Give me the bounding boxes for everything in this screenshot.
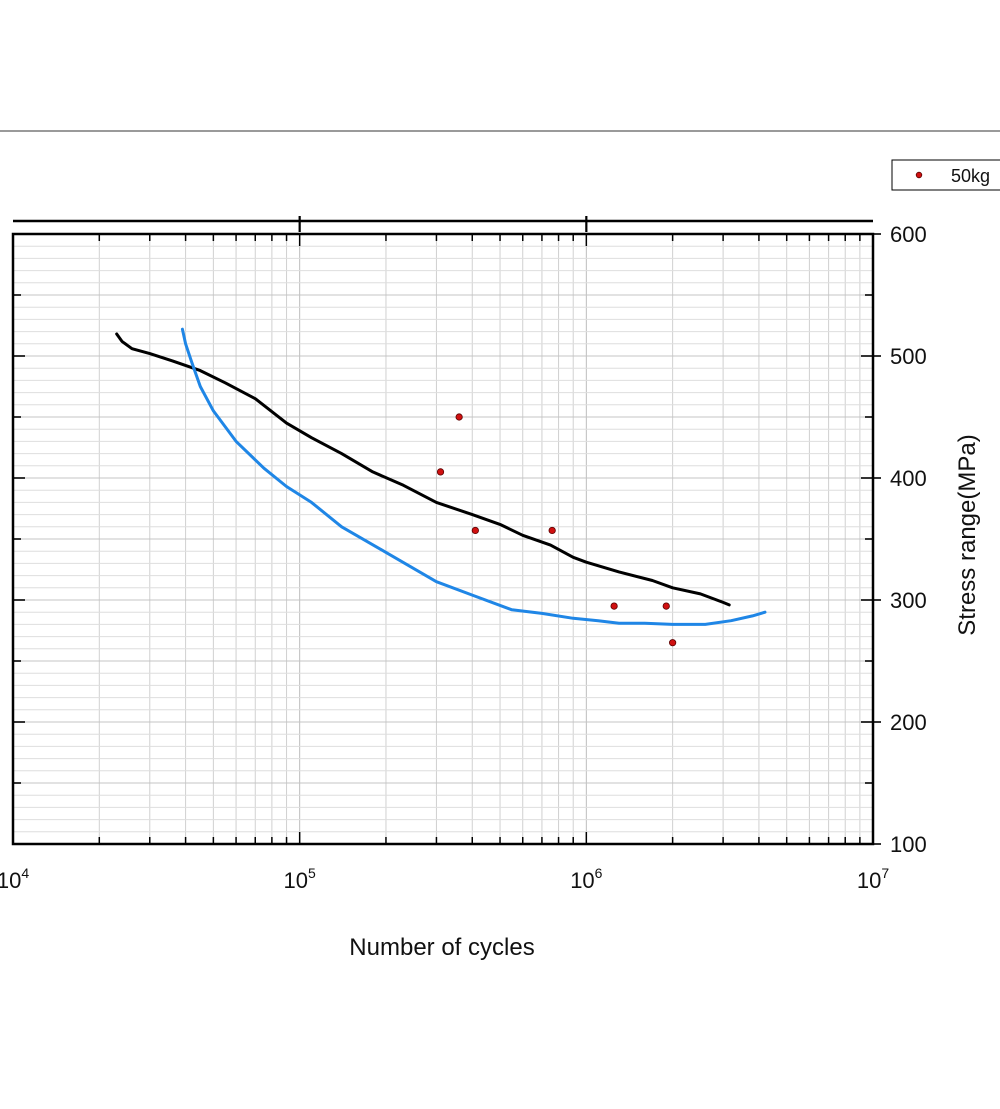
x-tick-label-base: 10 (284, 868, 308, 893)
black-curve (115, 332, 731, 607)
points (436, 413, 677, 647)
x-tick-label: 104 (0, 865, 29, 893)
legend-label: 50kg (951, 166, 990, 186)
data-point (548, 526, 556, 535)
x-tick-label: 106 (570, 865, 602, 893)
y-tick-label: 600 (890, 222, 927, 247)
data-point (471, 526, 479, 535)
axis-ticks (13, 216, 881, 845)
y-tick-label: 500 (890, 344, 927, 369)
legend: 50kg (891, 159, 1000, 191)
data-point (436, 468, 445, 476)
x-tick-label-exponent: 4 (21, 865, 29, 881)
x-tick-label-base: 10 (570, 868, 594, 893)
x-tick-label-exponent: 7 (881, 865, 889, 881)
x-tick-label-base: 10 (857, 868, 881, 893)
legend-box (891, 159, 1000, 191)
blue-curve (180, 327, 767, 626)
y-tick-label: 300 (890, 588, 927, 613)
data-point (455, 413, 463, 421)
x-tick-labels: 104 105 106 107 (0, 865, 889, 893)
data-point (610, 602, 618, 610)
x-axis-title: Number of cycles (349, 934, 534, 961)
curves (115, 327, 767, 626)
y-tick-label: 200 (890, 710, 927, 735)
y-axis-title: Stress range(MPa) (954, 434, 981, 635)
data-point (669, 639, 677, 647)
grid (13, 234, 873, 844)
x-tick-label: 107 (857, 865, 889, 893)
x-tick-label: 105 (284, 865, 316, 893)
x-tick-label-base: 10 (0, 868, 21, 893)
data-point (662, 602, 670, 610)
x-tick-label-exponent: 5 (308, 865, 316, 881)
x-tick-label-exponent: 6 (595, 865, 603, 881)
y-tick-label: 400 (890, 466, 927, 491)
legend-marker (915, 171, 923, 179)
y-tick-label: 100 (890, 832, 927, 857)
y-tick-labels: 100 200 300 400 500 600 (890, 222, 927, 857)
